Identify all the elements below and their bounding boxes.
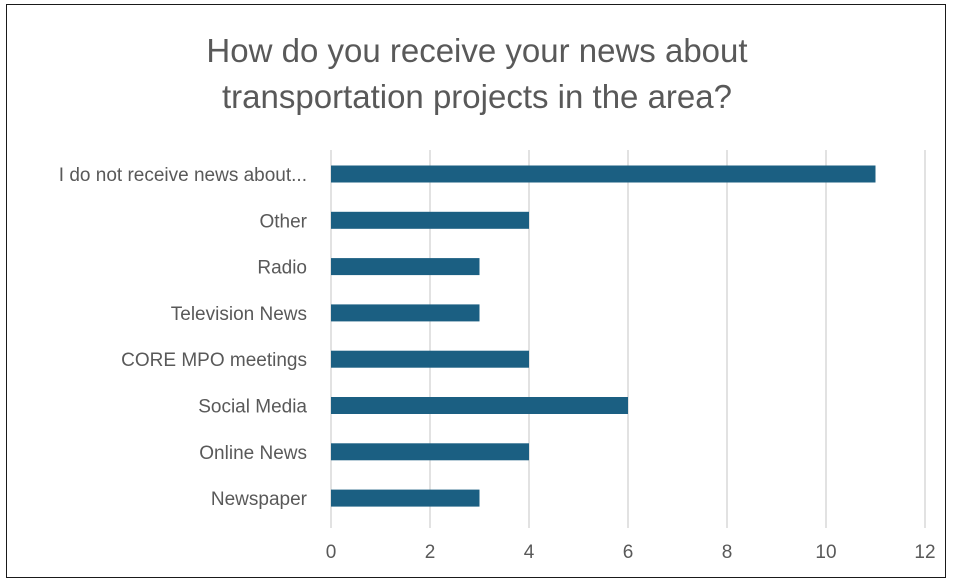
x-tick-label: 2 <box>425 542 436 563</box>
x-tick-label: 4 <box>524 542 535 563</box>
chart-title-line-2: transportation projects in the area? <box>222 78 732 115</box>
chart-frame <box>6 4 946 578</box>
bar-1 <box>331 211 529 229</box>
bar-3 <box>331 304 480 322</box>
bar-0 <box>331 165 876 183</box>
category-label: CORE MPO meetings <box>121 350 307 371</box>
bar-6 <box>331 443 529 461</box>
category-label: Social Media <box>198 397 307 418</box>
x-tick-label: 10 <box>815 542 836 563</box>
bar-2 <box>331 258 480 276</box>
bar-5 <box>331 397 628 414</box>
bars <box>331 165 876 507</box>
category-label: Radio <box>257 258 307 279</box>
chart-title-line-1: How do you receive your news about <box>206 32 748 69</box>
bar-7 <box>331 489 480 507</box>
bar-4 <box>331 350 529 368</box>
x-tick-labels: 0 2 4 6 8 10 12 <box>326 542 936 563</box>
category-label: Other <box>259 211 307 232</box>
x-tick-label: 0 <box>326 542 337 563</box>
category-label: Television News <box>171 304 307 325</box>
gridlines <box>330 150 926 528</box>
category-label: Newspaper <box>211 489 308 510</box>
x-tick-label: 6 <box>623 542 634 563</box>
x-tick-label: 8 <box>722 542 733 563</box>
chart-title: How do you receive your news about trans… <box>0 28 954 120</box>
category-label: I do not receive news about... <box>59 165 307 186</box>
category-labels: I do not receive news about... Other Radio… <box>59 165 308 510</box>
x-tick-label: 12 <box>914 542 935 563</box>
category-label: Online News <box>199 443 307 464</box>
